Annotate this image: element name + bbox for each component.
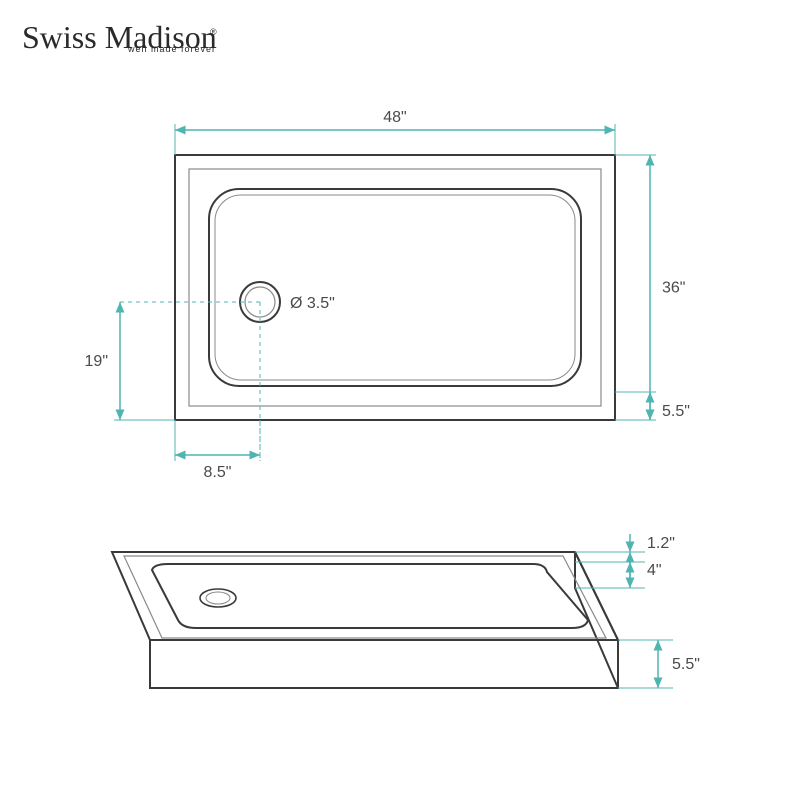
brand-logo: Swiss Madison ® well made forever (22, 19, 218, 55)
dim-height: 36" (662, 280, 685, 297)
dim-drain-dia: Ø 3.5" (290, 295, 335, 312)
dim-drain-x: 8.5" (204, 464, 232, 481)
dim-width: 48" (383, 109, 406, 126)
dim-back-h: 4" (647, 562, 662, 579)
basin-outline (152, 564, 588, 628)
front-face (150, 640, 618, 688)
top-view: Ø 3.5" 48" 36" 5.5" 19" 8.5" (85, 109, 690, 481)
technical-drawing: Swiss Madison ® well made forever Ø 3.5"… (0, 0, 800, 800)
rim-rect (189, 169, 601, 406)
dim-front-h: 5.5" (672, 656, 700, 673)
dim-thickness: 1.2" (647, 535, 675, 552)
brand-trademark: ® (210, 27, 218, 37)
dim-lip: 5.5" (662, 403, 690, 420)
brand-tagline: well made forever (127, 44, 216, 54)
dim-drain-y: 19" (85, 353, 108, 370)
basin-rect-inner (215, 195, 575, 380)
top-rim (124, 556, 606, 638)
iso-drain-inner (206, 592, 230, 604)
perspective-view: 1.2" 4" 5.5" (112, 534, 700, 688)
